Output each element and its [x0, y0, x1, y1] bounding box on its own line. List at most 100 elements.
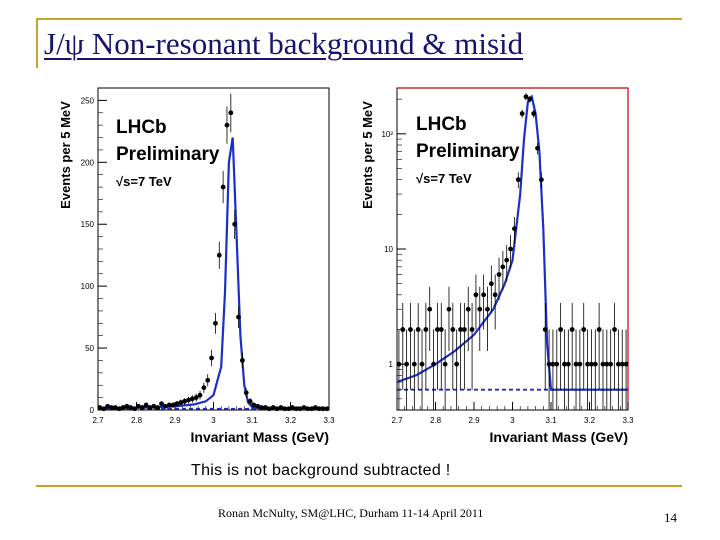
slide-title: J/ψ Non-resonant background & misid	[44, 26, 524, 61]
data-point	[213, 320, 218, 326]
y-tick-label: 100	[81, 282, 95, 291]
data-point	[488, 281, 494, 287]
data-point	[446, 306, 452, 312]
data-point	[182, 398, 188, 404]
data-point	[411, 361, 417, 367]
y-tick-label: 200	[81, 158, 95, 167]
data-point	[139, 405, 145, 410]
data-point	[243, 390, 249, 396]
x-tick-label: 3.2	[584, 416, 596, 425]
data-point	[504, 257, 510, 263]
y-tick-label: 10	[384, 245, 393, 254]
data-point	[316, 406, 322, 412]
data-point	[608, 361, 614, 367]
data-point	[132, 406, 137, 412]
data-point	[573, 361, 579, 367]
top-accent-line	[36, 18, 682, 20]
data-point	[404, 361, 410, 367]
y-tick-label: 250	[81, 96, 95, 105]
y-tick-label: 0	[90, 406, 95, 415]
data-point	[619, 361, 625, 367]
data-point	[562, 361, 567, 367]
data-point	[228, 110, 234, 116]
data-point	[286, 406, 291, 412]
data-point	[569, 327, 575, 332]
bottom-accent-line	[36, 485, 682, 487]
y-tick-label: 1	[389, 360, 394, 369]
data-point	[201, 385, 207, 391]
data-point	[224, 122, 230, 128]
x-tick-label: 3	[211, 416, 216, 425]
data-point	[155, 405, 161, 410]
data-point	[577, 361, 583, 367]
data-point	[454, 361, 460, 367]
left-accent-line	[36, 18, 38, 68]
y-tick-label: 10²	[381, 130, 393, 139]
data-point	[612, 327, 617, 332]
data-point	[542, 327, 548, 332]
data-point	[515, 177, 521, 183]
annotation-preliminary: Preliminary	[416, 141, 520, 162]
data-point	[500, 264, 506, 270]
data-point	[143, 402, 149, 408]
data-point	[458, 327, 463, 332]
data-point	[159, 401, 164, 407]
data-point	[508, 246, 513, 252]
data-point	[209, 355, 214, 361]
data-point	[592, 361, 598, 367]
data-point	[431, 361, 436, 367]
data-point	[512, 226, 517, 232]
data-point	[263, 405, 268, 410]
annotation-preliminary: Preliminary	[116, 144, 220, 165]
data-point	[492, 292, 498, 298]
data-point	[527, 96, 533, 102]
data-point	[189, 396, 195, 402]
data-point	[485, 306, 490, 312]
x-tick-label: 3.1	[545, 416, 557, 425]
data-point	[523, 94, 529, 100]
x-tick-label: 2.8	[131, 416, 143, 425]
data-point	[589, 361, 594, 367]
data-point	[546, 361, 552, 367]
data-point	[162, 403, 168, 409]
data-point	[535, 145, 540, 151]
data-point	[519, 111, 525, 116]
data-point	[255, 403, 261, 409]
data-point	[120, 405, 126, 410]
data-point	[596, 327, 602, 332]
data-point	[419, 361, 425, 367]
data-point	[469, 327, 475, 332]
data-point	[290, 405, 295, 410]
annotation-lhcb: LHCb	[116, 117, 167, 138]
data-point	[266, 406, 272, 412]
data-point	[481, 292, 487, 298]
x-tick-label: 3.2	[285, 416, 297, 425]
x-tick-label: 3	[510, 416, 515, 425]
data-point	[112, 405, 118, 410]
data-point	[408, 327, 413, 332]
data-point	[400, 327, 406, 332]
data-point	[97, 405, 103, 410]
data-point	[174, 401, 180, 407]
data-point	[427, 306, 433, 312]
data-point	[270, 405, 276, 410]
data-point	[320, 406, 326, 412]
data-point	[109, 405, 114, 410]
data-point	[220, 184, 226, 190]
chart-log: 2.7 2.8 2.9 3 3.1 3.2 3.3 1 10 10² Invariant Mass …	[360, 87, 634, 445]
data-point	[477, 306, 483, 312]
data-point	[305, 406, 311, 412]
data-point	[278, 405, 284, 410]
data-point	[585, 361, 590, 367]
annotation-energy: √s=7 TeV	[116, 174, 172, 189]
data-point	[442, 361, 448, 367]
data-point	[178, 400, 184, 405]
data-point	[615, 361, 621, 367]
data-point	[438, 327, 444, 332]
page-number: 14	[664, 510, 677, 525]
data-point	[600, 361, 606, 367]
data-point	[565, 361, 571, 367]
data-point	[205, 377, 211, 383]
chart-linear: 2.7 2.8 2.9 3 3.1 3.2 3.3 0 50 100 150 200 250 Invari…	[58, 87, 335, 445]
